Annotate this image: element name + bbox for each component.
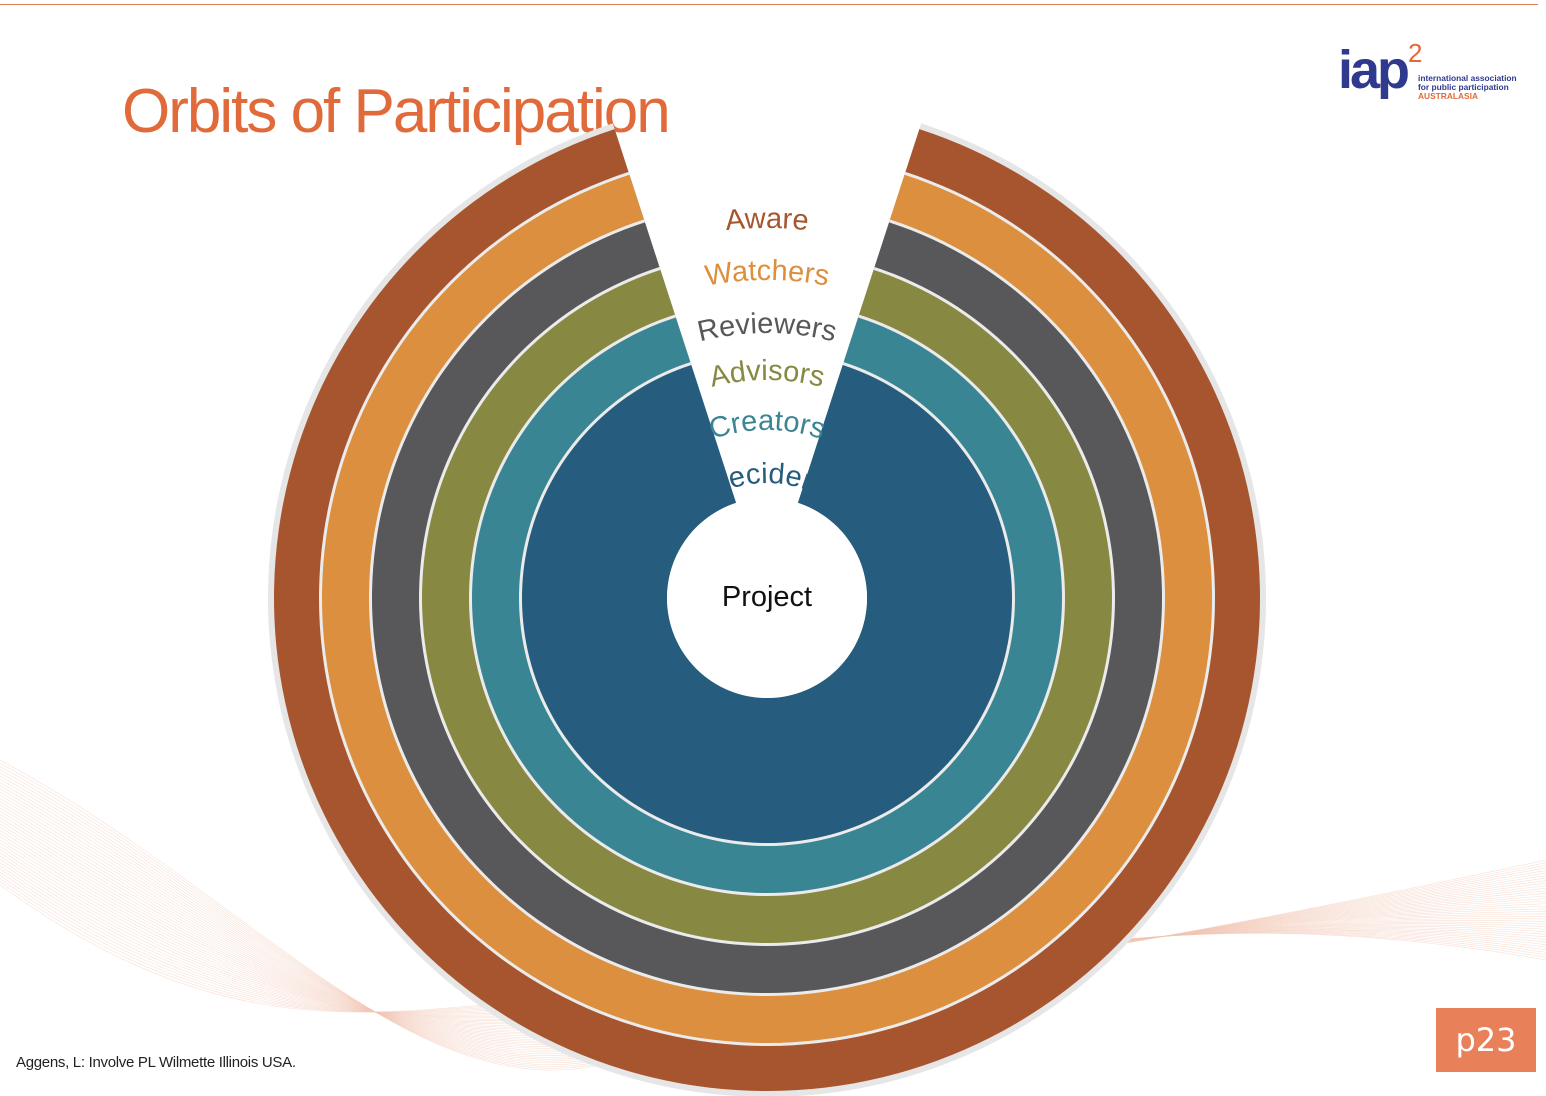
orbit-ring-deciders [522, 364, 1012, 843]
orbit-label-watchers: Watchers [703, 255, 832, 293]
orbit-label-reviewers: Reviewers [695, 308, 840, 348]
orbit-label-advisors: Advisors [707, 355, 828, 394]
logo-line-1: international association [1418, 73, 1517, 83]
orbit-label-aware: Aware [724, 203, 810, 237]
project-center-disc [667, 498, 867, 698]
page-number-badge: p23 [1436, 1008, 1536, 1072]
logo-region: AUSTRALASIA [1418, 91, 1479, 101]
logo-line-2: for public participation [1418, 82, 1509, 92]
orbit-label-creators: Creators [706, 405, 829, 446]
center-label-project: Project [722, 581, 812, 613]
top-rule [0, 4, 1538, 5]
logo-mark: iap [1338, 40, 1410, 100]
slide-title: Orbits of Participation [122, 77, 671, 146]
logo-superscript: 2 [1408, 38, 1423, 68]
logo-text: international association for public par… [1418, 74, 1517, 101]
iap2-logo: iap 2 international association for publ… [1338, 40, 1523, 110]
citation: Aggens, L: Involve PL Wilmette Illinois … [16, 1054, 296, 1071]
